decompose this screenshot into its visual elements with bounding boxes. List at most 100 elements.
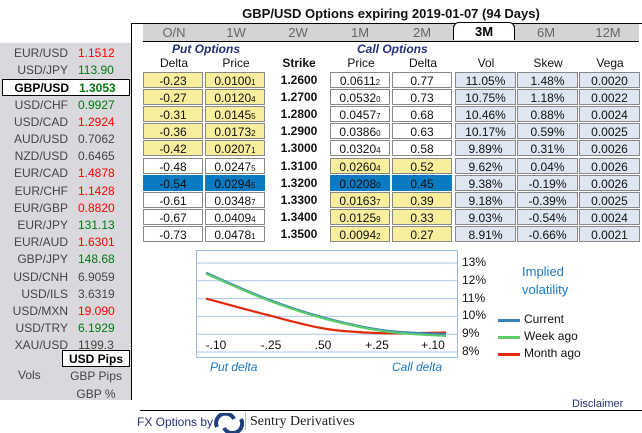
pair-row-usd-try[interactable]: USD/TRY 6.1929 (2, 320, 130, 337)
vol-value: 10.46% (465, 108, 506, 123)
pair-name: USD/ILS (21, 286, 68, 301)
vol: 10.75% (455, 89, 516, 106)
vol-value: 10.75% (465, 91, 506, 106)
tab-12m[interactable]: 12M (595, 25, 621, 40)
put-delta: -0.61 (143, 191, 203, 208)
pair-row-gbp-usd[interactable]: GBP/USD 1.3053 (2, 79, 130, 97)
put-price-extra-digit: 1 (251, 78, 256, 87)
vol: 9.38% (455, 174, 516, 191)
pair-name: USD/TRY (15, 321, 68, 336)
put-delta-value: -0.23 (159, 74, 187, 88)
tab-6m[interactable]: 6M (536, 25, 556, 40)
call-price-extra-digit: 0 (376, 180, 381, 190)
pair-name: USD/CNH (13, 269, 68, 284)
column-header: Skew (533, 56, 563, 70)
skew-value: 0.04% (530, 159, 565, 174)
tab-2w[interactable]: 2W (288, 25, 308, 40)
call-delta-value: 0.77 (410, 74, 434, 88)
units-option[interactable]: GBP % (76, 387, 116, 401)
pair-row-usd-chf[interactable]: USD/CHF 0.9927 (2, 97, 130, 114)
put-delta: -0.27 (143, 89, 203, 106)
pair-row-eur-usd[interactable]: EUR/USD 1.1512 (2, 45, 130, 62)
strike: 1.3500 (280, 226, 318, 241)
pair-name: USD/CHF (14, 97, 68, 112)
pair-name: EUR/CHF (14, 183, 68, 198)
units-option[interactable]: GBP Pips (70, 369, 122, 383)
put-price-extra-digit: 7 (251, 197, 256, 207)
pair-row-gbp-jpy[interactable]: GBP/JPY 148.68 (2, 251, 130, 268)
call-delta-value: 0.73 (410, 91, 434, 106)
pair-row-usd-cnh[interactable]: USD/CNH 6.9059 (2, 269, 130, 286)
vol-value: 9.38% (468, 176, 503, 191)
pair-rate: 19.090 (78, 304, 115, 318)
pair-row-xau-usd[interactable]: XAU/USD 1199.3 (2, 337, 130, 354)
vega-value: 0.0022 (591, 91, 628, 106)
put-price: 0.04781 (205, 225, 265, 242)
vega: 0.0021 (579, 225, 640, 242)
logo-divider (245, 412, 246, 430)
skew: -0.54% (517, 208, 578, 225)
put-delta-value: -0.67 (159, 210, 187, 225)
pair-rate: 1.6301 (78, 235, 115, 250)
tab-on[interactable]: O/N (162, 25, 186, 40)
put-price-extra-digit: 2 (251, 129, 256, 139)
put-price-extra-digit: 5 (251, 112, 256, 122)
skew-value: 0.88% (530, 108, 565, 123)
put-delta: -0.48 (143, 157, 203, 174)
frame-left-border (131, 23, 132, 400)
skew: 1.18% (517, 89, 578, 106)
put-price-value: 0.0294 (214, 176, 252, 191)
skew-value: 1.18% (530, 91, 565, 106)
put-price: 0.01455 (205, 106, 265, 123)
units-option[interactable]: USD Pips (62, 350, 130, 367)
pair-row-usd-ils[interactable]: USD/ILS 3.6319 (2, 286, 130, 303)
pair-row-eur-aud[interactable]: EUR/AUD 1.6301 (2, 234, 130, 251)
vega: 0.0025 (579, 191, 640, 208)
pair-row-nzd-usd[interactable]: NZD/USD 0.6465 (2, 148, 130, 165)
tab-1m[interactable]: 1M (350, 25, 370, 40)
tab-3m[interactable]: 3M (453, 22, 515, 40)
legend-swatch (498, 336, 520, 339)
disclaimer-link[interactable]: Disclaimer (572, 398, 624, 410)
y-tick-label: 9% (462, 326, 480, 341)
tab-2m[interactable]: 2M (412, 25, 432, 40)
put-price-value: 0.0478 (214, 227, 252, 242)
x-tick-label: -.25 (260, 338, 282, 352)
pair-name: GBP/USD (14, 81, 69, 96)
legend-swatch (498, 319, 520, 322)
pair-row-usd-cad[interactable]: USD/CAD 1.2924 (2, 114, 130, 131)
vega-value: 0.0024 (591, 210, 628, 225)
pair-name: EUR/JPY (17, 218, 68, 232)
put-price-value: 0.0173 (214, 125, 252, 140)
call-delta: 0.77 (392, 72, 452, 88)
x-axis-label-put: Put delta (210, 360, 258, 374)
pair-row-usd-mxn[interactable]: USD/MXN 19.090 (2, 303, 130, 320)
pair-rate: 1.4878 (78, 166, 115, 181)
pair-row-eur-jpy[interactable]: EUR/JPY 131.13 (2, 217, 130, 234)
vol: 9.03% (455, 208, 516, 225)
pair-row-eur-cad[interactable]: EUR/CAD 1.4878 (2, 165, 130, 182)
vega-value: 0.0025 (591, 193, 628, 208)
pair-row-eur-gbp[interactable]: EUR/GBP 0.8820 (2, 200, 130, 217)
skew-value: 0.31% (530, 142, 565, 157)
call-price-value: 0.0260 (339, 159, 377, 174)
vol-value: 9.18% (468, 193, 503, 208)
call-price-extra-digit: 2 (376, 231, 381, 241)
pair-row-eur-chf[interactable]: EUR/CHF 1.1428 (2, 183, 130, 200)
vol: 11.05% (455, 72, 516, 88)
call-price: 0.02604 (330, 157, 390, 174)
pair-row-usd-jpy[interactable]: USD/JPY 113.90 (2, 62, 130, 79)
strike: 1.3400 (280, 209, 318, 224)
put-price-extra-digit: 1 (251, 146, 256, 156)
put-price: 0.03487 (205, 191, 265, 208)
pair-row-aud-usd[interactable]: AUD/USD 0.7062 (2, 131, 130, 148)
call-price: 0.00942 (330, 225, 390, 242)
vol: 9.62% (455, 157, 516, 174)
vega: 0.0022 (579, 89, 640, 106)
x-tick-label: .50 (314, 338, 332, 352)
put-delta: -0.23 (143, 72, 203, 88)
vega-value: 0.0026 (591, 159, 628, 174)
call-price-extra-digit: 7 (376, 197, 381, 207)
tab-1w[interactable]: 1W (226, 25, 246, 40)
